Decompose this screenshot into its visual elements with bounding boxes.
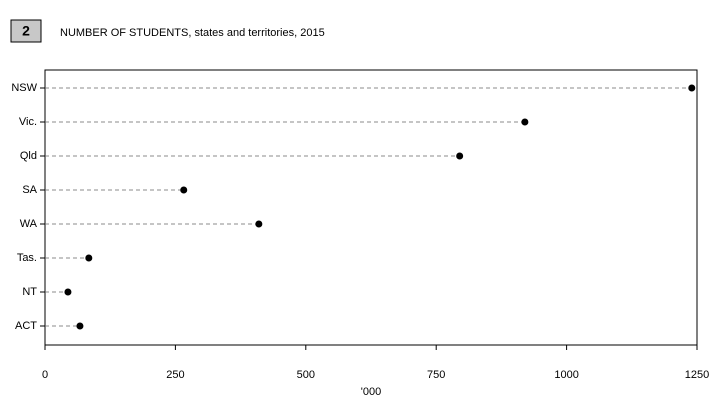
x-tick-label: 500 [297,369,315,381]
x-axis-label: '000 [361,386,381,398]
dot [688,84,696,92]
figure-number: 2 [22,23,30,39]
dot [64,288,72,296]
y-tick-label: Qld [20,150,37,162]
figure-badge [10,19,42,43]
y-tick-label: NT [22,286,37,298]
y-tick-label: ACT [15,320,37,332]
dot [456,152,464,160]
dot [180,186,188,194]
dot [255,220,263,228]
dot [85,254,93,262]
y-tick-label: WA [20,218,38,230]
x-tick-label: 750 [427,369,445,381]
chart-title: NUMBER OF STUDENTS, states and territori… [60,27,325,39]
x-tick-label: 1000 [554,369,578,381]
dot [521,118,529,126]
x-tick-label: 0 [42,369,48,381]
plot-frame [44,69,698,346]
y-tick-label: Tas. [17,252,37,264]
y-tick-label: SA [22,184,37,196]
y-tick-label: NSW [11,82,37,94]
y-tick-label: Vic. [19,116,37,128]
dot [76,322,84,330]
x-tick-label: 250 [166,369,184,381]
x-tick-label: 1250 [685,369,709,381]
